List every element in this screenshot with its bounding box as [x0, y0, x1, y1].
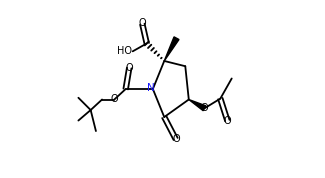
Text: O: O: [126, 63, 133, 73]
Polygon shape: [189, 100, 206, 111]
Text: O: O: [224, 116, 231, 125]
Text: N: N: [147, 83, 155, 93]
Text: O: O: [172, 134, 180, 144]
Text: O: O: [111, 94, 118, 104]
Polygon shape: [164, 37, 179, 61]
Text: HO: HO: [117, 46, 132, 56]
Text: O: O: [201, 103, 208, 113]
Text: O: O: [138, 18, 146, 28]
